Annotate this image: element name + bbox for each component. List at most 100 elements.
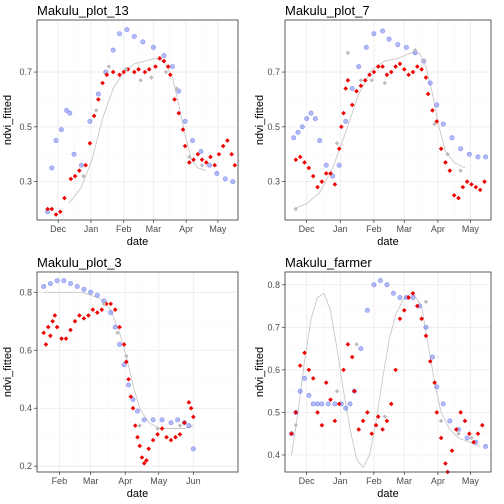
blue-point (150, 44, 156, 50)
panel-3: Makulu_farmer 0.4 0.5 0.6 0.7 0.8 Dec Jan Feb Mar… (254, 255, 492, 500)
red-point (467, 431, 472, 437)
blue-point (169, 64, 175, 70)
red-point (393, 64, 398, 69)
grey-point (106, 64, 112, 69)
red-point (229, 151, 234, 157)
blue-point (150, 417, 156, 423)
x-tick-label: Apr (431, 476, 445, 486)
red-point (410, 69, 416, 75)
red-point (384, 418, 390, 424)
panel-border (36, 271, 239, 473)
y-tick-label: 0.4 (267, 450, 280, 460)
red-point (469, 182, 474, 187)
red-point (373, 422, 379, 428)
grey-point (421, 58, 426, 64)
red-point (397, 61, 403, 67)
red-point (315, 184, 320, 190)
blue-point (466, 151, 472, 157)
red-point (130, 405, 136, 411)
blue-point (325, 401, 331, 407)
blue-point (41, 283, 47, 289)
y-tick-label: 0.6 (267, 365, 280, 375)
red-point (49, 206, 55, 212)
red-point (208, 154, 213, 160)
red-point (57, 209, 63, 215)
red-point (132, 69, 137, 75)
red-point (126, 376, 131, 382)
red-point (464, 179, 470, 184)
red-point (187, 160, 192, 165)
blue-point (332, 401, 338, 407)
red-point (176, 110, 182, 116)
blue-point (131, 33, 137, 39)
red-point (401, 67, 407, 72)
blue-point (310, 401, 316, 407)
blue-point (68, 281, 74, 287)
blue-point (297, 388, 303, 394)
red-point (427, 359, 433, 364)
fit-line (68, 57, 207, 204)
grey-point (101, 301, 107, 307)
grey-point (438, 418, 444, 424)
blue-point (53, 138, 59, 144)
y-tick-label: 0.6 (19, 345, 32, 355)
red-point (414, 303, 420, 309)
blue-point (110, 47, 116, 53)
red-point (173, 434, 178, 440)
red-point (128, 394, 134, 399)
red-point (103, 301, 109, 307)
fit-line (291, 292, 481, 469)
red-point (462, 418, 468, 424)
red-point (289, 431, 294, 437)
grey-point (81, 173, 86, 179)
blue-point (121, 362, 127, 368)
red-point (203, 160, 209, 165)
grey-point (469, 435, 474, 441)
blue-point (140, 39, 146, 45)
blue-point (377, 278, 383, 284)
red-point (77, 168, 82, 173)
x-tick-label: Dec (50, 224, 67, 234)
x-tick-label: May (150, 476, 168, 486)
red-point (323, 171, 329, 176)
red-point (45, 324, 51, 330)
blue-point (464, 435, 470, 441)
blue-point (81, 286, 87, 292)
red-point (397, 316, 403, 322)
x-tick-label: Mar (397, 476, 413, 486)
y-tick-label: 0.5 (19, 122, 32, 132)
grey-point (345, 50, 351, 56)
blue-point (323, 162, 329, 168)
red-point (45, 206, 50, 212)
blue-point (206, 162, 212, 168)
red-point (456, 195, 461, 201)
red-point (220, 143, 226, 149)
red-point (146, 446, 151, 452)
blue-point (64, 107, 70, 113)
red-point (345, 77, 351, 83)
blue-point (336, 162, 342, 168)
red-point (62, 195, 67, 201)
red-point (216, 151, 222, 157)
red-point (177, 432, 183, 437)
blue-point (317, 138, 323, 144)
grey-point (412, 47, 418, 53)
blue-point (363, 44, 369, 50)
red-point (293, 157, 299, 163)
panel-border (284, 271, 492, 473)
red-point (225, 138, 230, 143)
red-point (72, 173, 78, 179)
grey-point (155, 426, 160, 431)
red-point (161, 58, 167, 64)
red-point (83, 162, 88, 168)
blue-point (108, 310, 114, 316)
blue-point (312, 116, 318, 122)
red-point (430, 108, 435, 113)
red-point (155, 432, 160, 437)
blue-point (186, 423, 192, 429)
blue-point (483, 154, 489, 160)
red-point (360, 418, 366, 424)
red-point (150, 437, 156, 443)
red-point (460, 184, 466, 190)
red-point (95, 310, 100, 315)
